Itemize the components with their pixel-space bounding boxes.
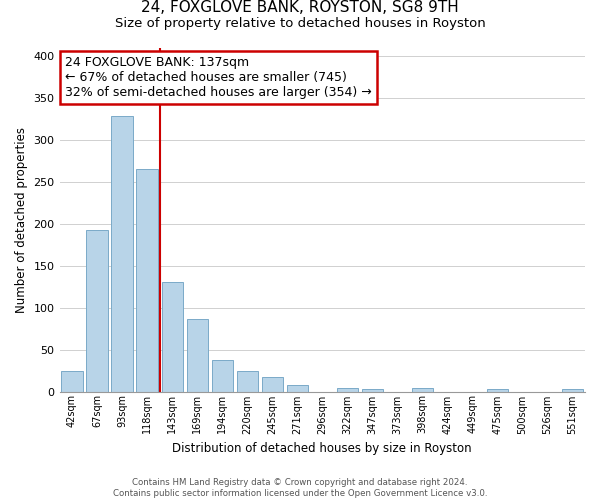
Bar <box>161 282 183 392</box>
Bar <box>562 389 583 392</box>
Bar <box>337 388 358 392</box>
Text: 24 FOXGLOVE BANK: 137sqm
← 67% of detached houses are smaller (745)
32% of semi-: 24 FOXGLOVE BANK: 137sqm ← 67% of detach… <box>65 56 371 99</box>
Text: Size of property relative to detached houses in Royston: Size of property relative to detached ho… <box>115 18 485 30</box>
Bar <box>61 370 83 392</box>
Bar <box>136 169 158 392</box>
Bar <box>112 116 133 392</box>
Bar <box>187 320 208 392</box>
Bar <box>236 370 258 392</box>
Bar <box>212 360 233 392</box>
Bar <box>412 388 433 392</box>
Bar <box>287 385 308 392</box>
Bar <box>487 389 508 392</box>
Bar <box>262 377 283 392</box>
X-axis label: Distribution of detached houses by size in Royston: Distribution of detached houses by size … <box>172 442 472 455</box>
Bar <box>362 389 383 392</box>
Text: 24, FOXGLOVE BANK, ROYSTON, SG8 9TH: 24, FOXGLOVE BANK, ROYSTON, SG8 9TH <box>141 0 459 15</box>
Text: Contains HM Land Registry data © Crown copyright and database right 2024.
Contai: Contains HM Land Registry data © Crown c… <box>113 478 487 498</box>
Y-axis label: Number of detached properties: Number of detached properties <box>15 126 28 312</box>
Bar <box>86 230 108 392</box>
